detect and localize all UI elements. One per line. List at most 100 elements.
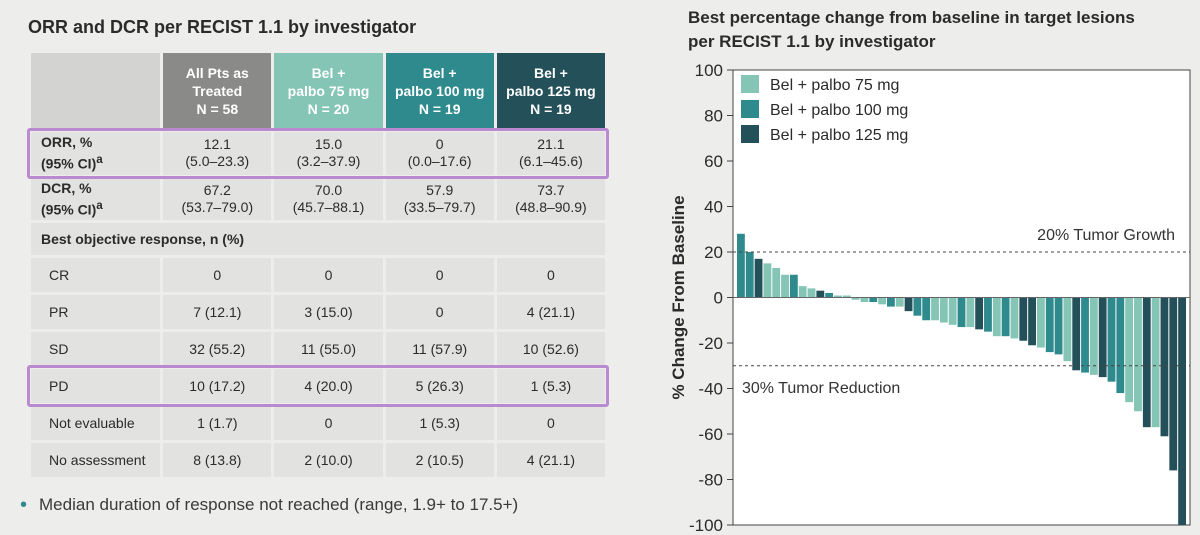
response-cell: 4 (21.1) — [496, 443, 605, 478]
y-tick-label: 0 — [714, 289, 723, 308]
waterfall-bar — [1178, 297, 1186, 525]
orr-value: 15.0 — [314, 136, 343, 153]
header-line: N = 20 — [307, 101, 350, 117]
waterfall-bar — [772, 267, 781, 298]
dcr-cell: 57.9 (33.5–79.7) — [385, 177, 494, 221]
dcr-ci: (53.7–79.0) — [181, 198, 254, 215]
waterfall-bar — [1125, 297, 1134, 403]
waterfall-bar — [992, 297, 1001, 337]
waterfall-bar — [904, 297, 913, 312]
legend-label: Bel + palbo 100 mg — [770, 102, 908, 119]
header-125mg: Bel + palbo 125 mg N = 19 — [496, 53, 605, 129]
header-100mg: Bel + palbo 100 mg N = 19 — [385, 53, 494, 129]
waterfall-bar — [878, 297, 886, 305]
footnote-text: Median duration of response not reached … — [39, 495, 519, 514]
response-cell: 5 (26.3) — [385, 369, 494, 404]
header-75mg: Bel + palbo 75 mg N = 20 — [274, 53, 383, 129]
response-cell: 4 (21.1) — [496, 295, 605, 330]
header-line: palbo 100 mg — [394, 83, 485, 99]
header-line: All Pts as — [185, 65, 249, 81]
waterfall-bar — [1001, 297, 1010, 337]
orr-cell: 21.1 (6.1–45.6) — [496, 132, 605, 175]
waterfall-bar — [1063, 297, 1072, 362]
waterfall-bar — [939, 297, 948, 323]
response-cell: 0 — [385, 258, 494, 293]
y-tick-label: -100 — [689, 516, 723, 535]
legend-label: Bel + palbo 75 mg — [770, 77, 899, 94]
response-row-sd: SD 32 (55.2) 11 (55.0) 11 (57.9) 10 (52.… — [31, 332, 605, 367]
dcr-label: DCR, % (95% CI)a — [31, 177, 161, 221]
response-cell: 8 (13.8) — [163, 443, 272, 478]
footnote: • Median duration of response not reache… — [20, 495, 518, 515]
waterfall-bar — [789, 274, 798, 298]
response-cell: 0 — [496, 406, 605, 441]
orr-ci: (3.2–37.9) — [296, 153, 361, 170]
waterfall-bar — [975, 297, 984, 330]
response-cell: 0 — [274, 258, 383, 293]
header-line: Bel + — [422, 65, 457, 81]
orr-label: ORR, % (95% CI)a — [31, 132, 161, 175]
waterfall-bar — [1142, 297, 1151, 428]
dcr-row: DCR, % (95% CI)a 67.2 (53.7–79.0) 70.0 (45… — [31, 177, 605, 221]
y-tick-label: -60 — [698, 425, 723, 444]
waterfall-bar — [781, 274, 789, 298]
response-cell: 2 (10.0) — [274, 443, 383, 478]
orr-cell: 0 (0.0–17.6) — [385, 132, 494, 175]
bullet-icon: • — [20, 493, 28, 516]
dcr-cell: 67.2 (53.7–79.0) — [163, 177, 272, 221]
y-tick-label: -80 — [698, 471, 723, 490]
dcr-ci: (45.7–88.1) — [292, 198, 365, 215]
table-title: ORR and DCR per RECIST 1.1 by investigat… — [28, 17, 417, 37]
response-row-pr: PR 7 (12.1) 3 (15.0) 0 4 (21.1) — [31, 295, 605, 330]
row-label-line: (95% CI)a — [41, 197, 158, 219]
waterfall-bar — [948, 297, 957, 325]
dcr-cell: 70.0 (45.7–88.1) — [274, 177, 383, 221]
response-label: No assessment — [31, 443, 161, 478]
waterfall-bar — [887, 297, 895, 307]
waterfall-bar — [869, 297, 878, 303]
waterfall-bar — [984, 297, 992, 332]
response-cell: 32 (55.2) — [163, 332, 272, 367]
waterfall-bar — [737, 233, 745, 298]
orr-value: 0 — [435, 136, 444, 153]
row-label-line: ORR, % — [41, 134, 93, 150]
orr-ci: (5.0–23.3) — [185, 153, 250, 170]
best-response-heading-row: Best objective response, n (%) — [31, 223, 605, 256]
waterfall-bar — [895, 297, 904, 307]
response-table: All Pts as Treated N = 58 Bel + palbo 75… — [28, 50, 608, 480]
dcr-value: 57.9 — [426, 181, 454, 198]
response-cell: 0 — [496, 258, 605, 293]
response-cell: 11 (55.0) — [274, 332, 383, 367]
response-cell: 0 — [385, 295, 494, 330]
footnote-marker: a — [96, 198, 103, 212]
response-cell: 1 (1.7) — [163, 406, 272, 441]
orr-value: 12.1 — [203, 136, 231, 153]
response-label: SD — [31, 332, 161, 367]
orr-cell: 15.0 (3.2–37.9) — [274, 132, 383, 175]
ci-label: (95% CI) — [41, 201, 97, 218]
table-header-row: All Pts as Treated N = 58 Bel + palbo 75… — [31, 53, 605, 129]
waterfall-bar — [798, 286, 807, 298]
waterfall-bar — [1151, 297, 1160, 428]
response-label: Not evaluable — [31, 406, 161, 441]
waterfall-bar — [1019, 297, 1028, 341]
orr-cell: 12.1 (5.0–23.3) — [163, 132, 272, 175]
response-row-pd: PD 10 (17.2) 4 (20.0) 5 (26.3) 1 (5.3) — [31, 369, 605, 404]
waterfall-bar — [1045, 297, 1054, 353]
header-line: N = 19 — [530, 101, 572, 117]
dcr-value: 70.0 — [314, 181, 343, 198]
y-tick-label: 40 — [704, 198, 723, 217]
header-line: palbo 125 mg — [506, 83, 596, 99]
waterfall-bar — [957, 297, 966, 328]
reference-line-label: 20% Tumor Growth — [1037, 227, 1175, 244]
response-row-cr: CR 0 0 0 0 — [31, 258, 605, 293]
waterfall-bar — [1037, 297, 1045, 348]
header-line: Bel + — [533, 65, 568, 81]
y-tick-label: 20 — [704, 243, 723, 262]
waterfall-bar — [1072, 297, 1081, 371]
header-line: palbo 75 mg — [287, 83, 370, 99]
orr-ci: (6.1–45.6) — [518, 153, 583, 170]
dcr-ci: (48.8–90.9) — [515, 198, 587, 215]
waterfall-bar — [851, 297, 860, 300]
